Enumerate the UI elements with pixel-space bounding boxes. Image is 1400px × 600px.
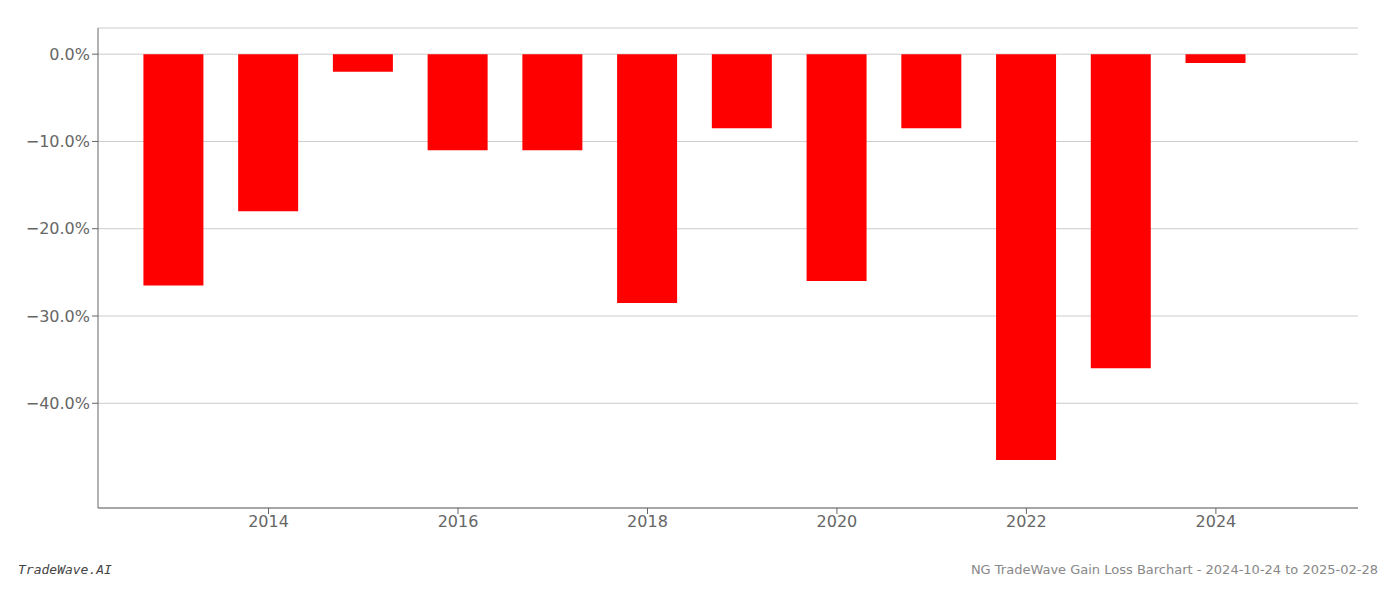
svg-text:0.0%: 0.0% (49, 45, 90, 64)
svg-text:2018: 2018 (627, 512, 668, 531)
svg-text:2016: 2016 (438, 512, 479, 531)
svg-text:−20.0%: −20.0% (26, 219, 90, 238)
svg-text:2024: 2024 (1196, 512, 1237, 531)
svg-text:−10.0%: −10.0% (26, 132, 90, 151)
html-text:TradeWave.AI: TradeWave.AI (18, 562, 112, 577)
html-text:NG TradeWave Gain Loss Barchar: NG TradeWave Gain Loss Barchart - 2024-1… (970, 562, 1378, 577)
svg-text:2014: 2014 (248, 512, 289, 531)
svg-text:−30.0%: −30.0% (26, 307, 90, 326)
svg-text:2022: 2022 (1006, 512, 1047, 531)
svg-text:−40.0%: −40.0% (26, 394, 90, 413)
svg-text:2020: 2020 (817, 512, 858, 531)
